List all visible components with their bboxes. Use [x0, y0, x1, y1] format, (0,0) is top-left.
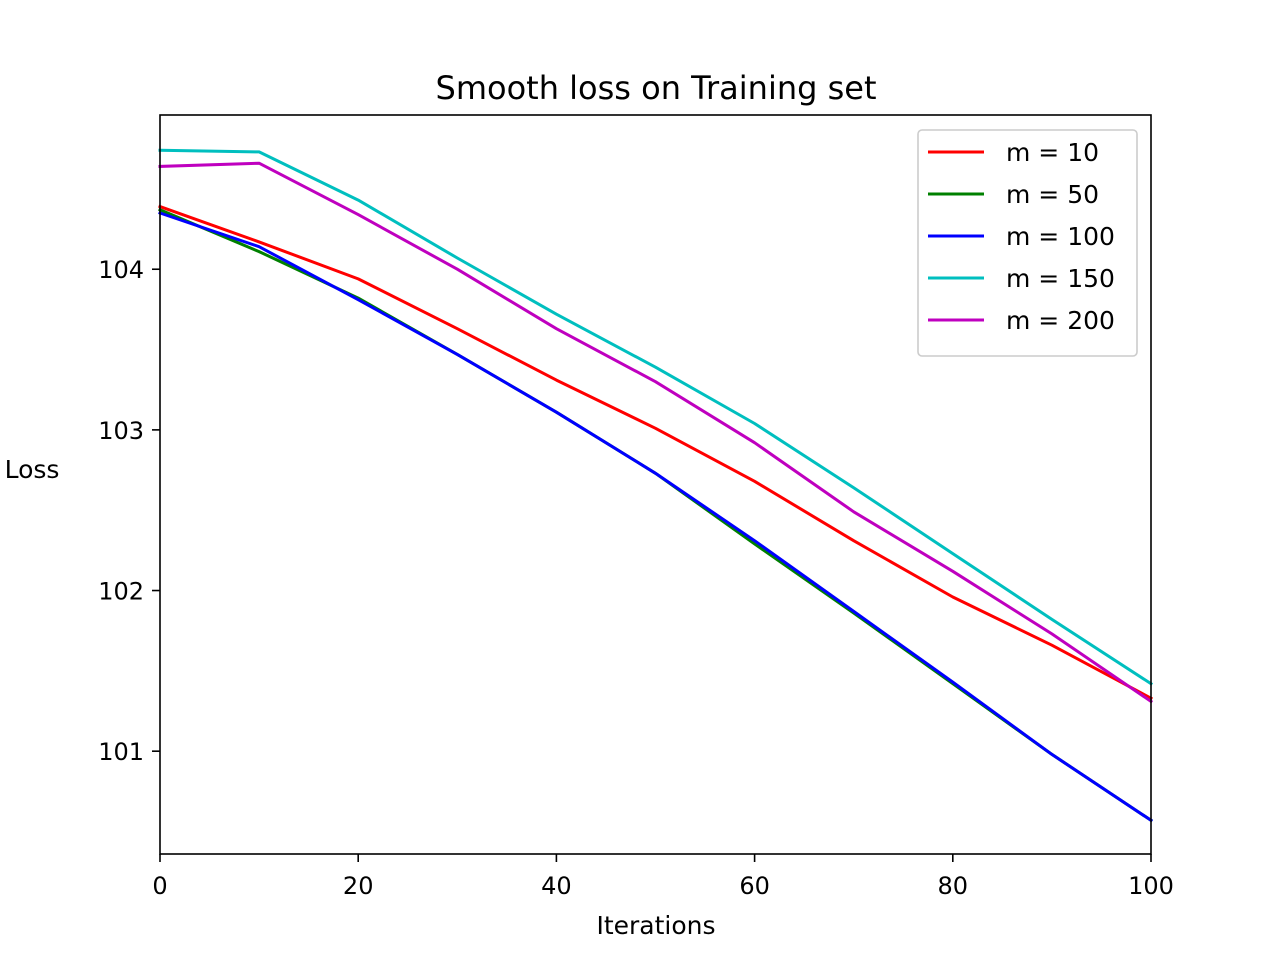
axes-frame: [159, 114, 1152, 855]
legend-label: m = 50: [1006, 180, 1099, 209]
series-line-3: [158, 211, 1154, 823]
y-axis-ticks: 101 102 103 104: [98, 256, 160, 766]
y-tick-label: 101: [98, 738, 144, 766]
x-axis-ticks: 0 20 40 60 80 100: [152, 854, 1174, 900]
x-tick-label: 0: [152, 872, 167, 900]
legend-label: m = 200: [1006, 306, 1115, 335]
x-axis-label: Iterations: [596, 911, 715, 940]
x-tick-label: 60: [739, 872, 770, 900]
series-line-4: [158, 148, 1154, 686]
series-line-5: [158, 161, 1154, 704]
x-tick-label: 20: [343, 872, 374, 900]
legend-label: m = 150: [1006, 264, 1115, 293]
legend: m = 10 m = 50 m = 100 m = 150 m = 200: [917, 129, 1138, 357]
x-tick-label: 100: [1128, 872, 1174, 900]
y-tick-label: 103: [98, 417, 144, 445]
x-tick-label: 80: [938, 872, 969, 900]
y-tick-label: 104: [98, 256, 144, 284]
y-axis-label: Loss: [5, 455, 60, 484]
chart-title: Smooth loss on Training set: [436, 69, 877, 107]
x-tick-label: 40: [541, 872, 572, 900]
legend-label: m = 100: [1006, 222, 1115, 251]
legend-label: m = 10: [1006, 138, 1099, 167]
series-line-1: [158, 204, 1154, 701]
series-lines: [158, 148, 1154, 823]
legend-box: [917, 129, 1138, 357]
y-tick-label: 102: [98, 578, 144, 606]
